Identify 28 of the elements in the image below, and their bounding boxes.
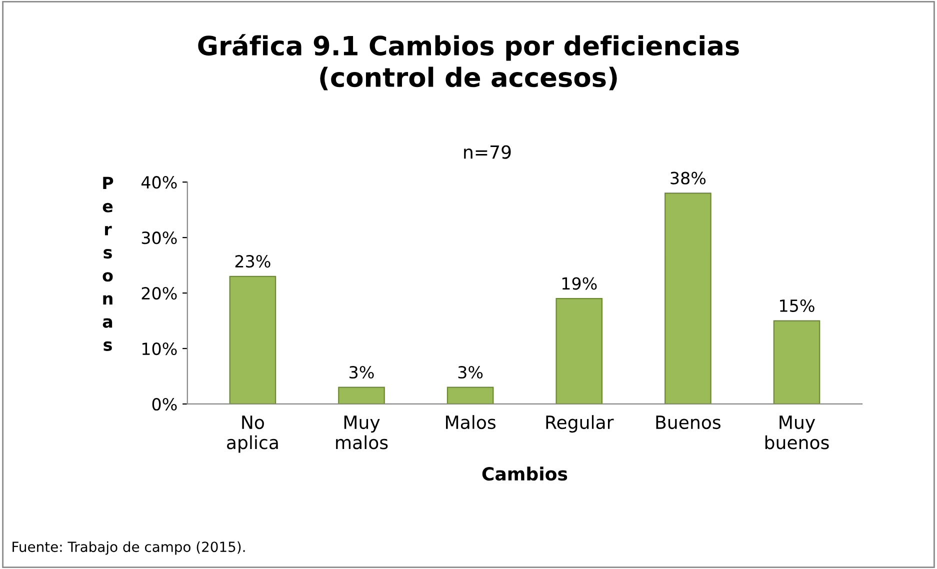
x-tick-label: Buenos [656, 416, 720, 430]
y-tick-label: 40% [141, 176, 177, 189]
text: n=79 [464, 145, 511, 159]
bar [556, 298, 603, 404]
bar [773, 320, 820, 404]
x-tick-label: Regular [546, 415, 614, 433]
y-axis-title: Personas [102, 176, 114, 351]
x-axis-title: Cambios [482, 466, 568, 481]
x-tick-label: Malos [446, 415, 496, 430]
data-label: 15% [780, 299, 814, 312]
x-tick-label: Muy buenos [765, 416, 829, 450]
data-label: 3% [350, 366, 374, 379]
source-note: Fuente: Trabajo de campo (2015). [12, 541, 245, 555]
bar [229, 276, 276, 404]
y-tick-label: 20% [142, 286, 177, 300]
y-tick-label: 0% [152, 398, 177, 411]
x-tick-label: Muy malos [336, 416, 388, 450]
bar [664, 192, 712, 404]
chart-title: Gráfica 9.1 Cambios por deficiencias (control de accesos) [198, 34, 739, 90]
y-tick-label: 10% [142, 342, 177, 356]
bar [338, 386, 385, 404]
data-label: 3% [458, 366, 483, 379]
data-label: 19% [562, 277, 597, 290]
data-label: 38% [670, 172, 706, 184]
data-label: 23% [235, 255, 270, 268]
bar [446, 386, 494, 404]
y-tick-label: 30% [142, 232, 177, 244]
x-tick-label: No aplica [226, 416, 278, 453]
